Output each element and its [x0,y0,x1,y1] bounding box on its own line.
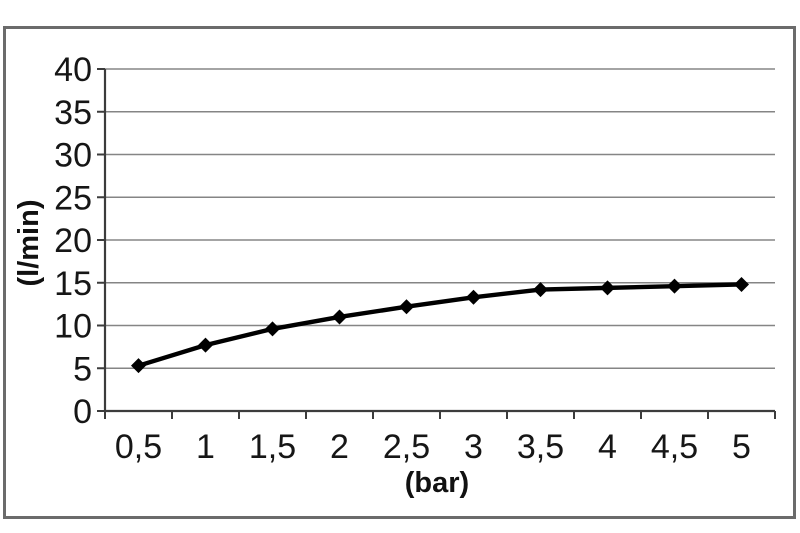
chart-frame [3,26,796,519]
data-point-marker [265,321,280,337]
y-tick-label: 30 [54,137,92,175]
data-point-marker [399,299,414,315]
x-tick-label: 4 [598,428,617,466]
x-tick-label: 0,5 [115,428,162,466]
y-tick-label: 40 [54,51,92,89]
data-point-marker [734,276,749,292]
y-tick-label: 0 [73,393,92,431]
y-axis-title: (l/min) [13,199,45,287]
data-point-marker [600,280,615,296]
x-tick-label: 5 [732,428,751,466]
data-point-marker [332,309,347,325]
x-tick-label: 3 [464,428,483,466]
y-tick-label: 10 [54,308,92,346]
x-tick-label: 1,5 [249,428,296,466]
y-tick-label: 35 [54,94,92,132]
y-tick-label: 5 [73,350,92,388]
data-point-marker [198,337,213,353]
y-tick-label: 25 [54,179,92,217]
y-tick-label: 20 [54,222,92,260]
y-tick-label: 15 [54,265,92,303]
series-line [136,282,744,368]
x-tick-label: 3,5 [517,428,564,466]
data-point-marker [466,289,481,305]
data-point-marker [533,282,548,298]
x-tick-label: 2 [330,428,349,466]
x-tick-label: 4,5 [651,428,698,466]
data-point-marker [131,358,146,374]
x-axis-title: (bar) [404,467,470,499]
x-tick-label: 2,5 [383,428,430,466]
data-point-marker [667,278,682,294]
x-tick-label: 1 [196,428,215,466]
